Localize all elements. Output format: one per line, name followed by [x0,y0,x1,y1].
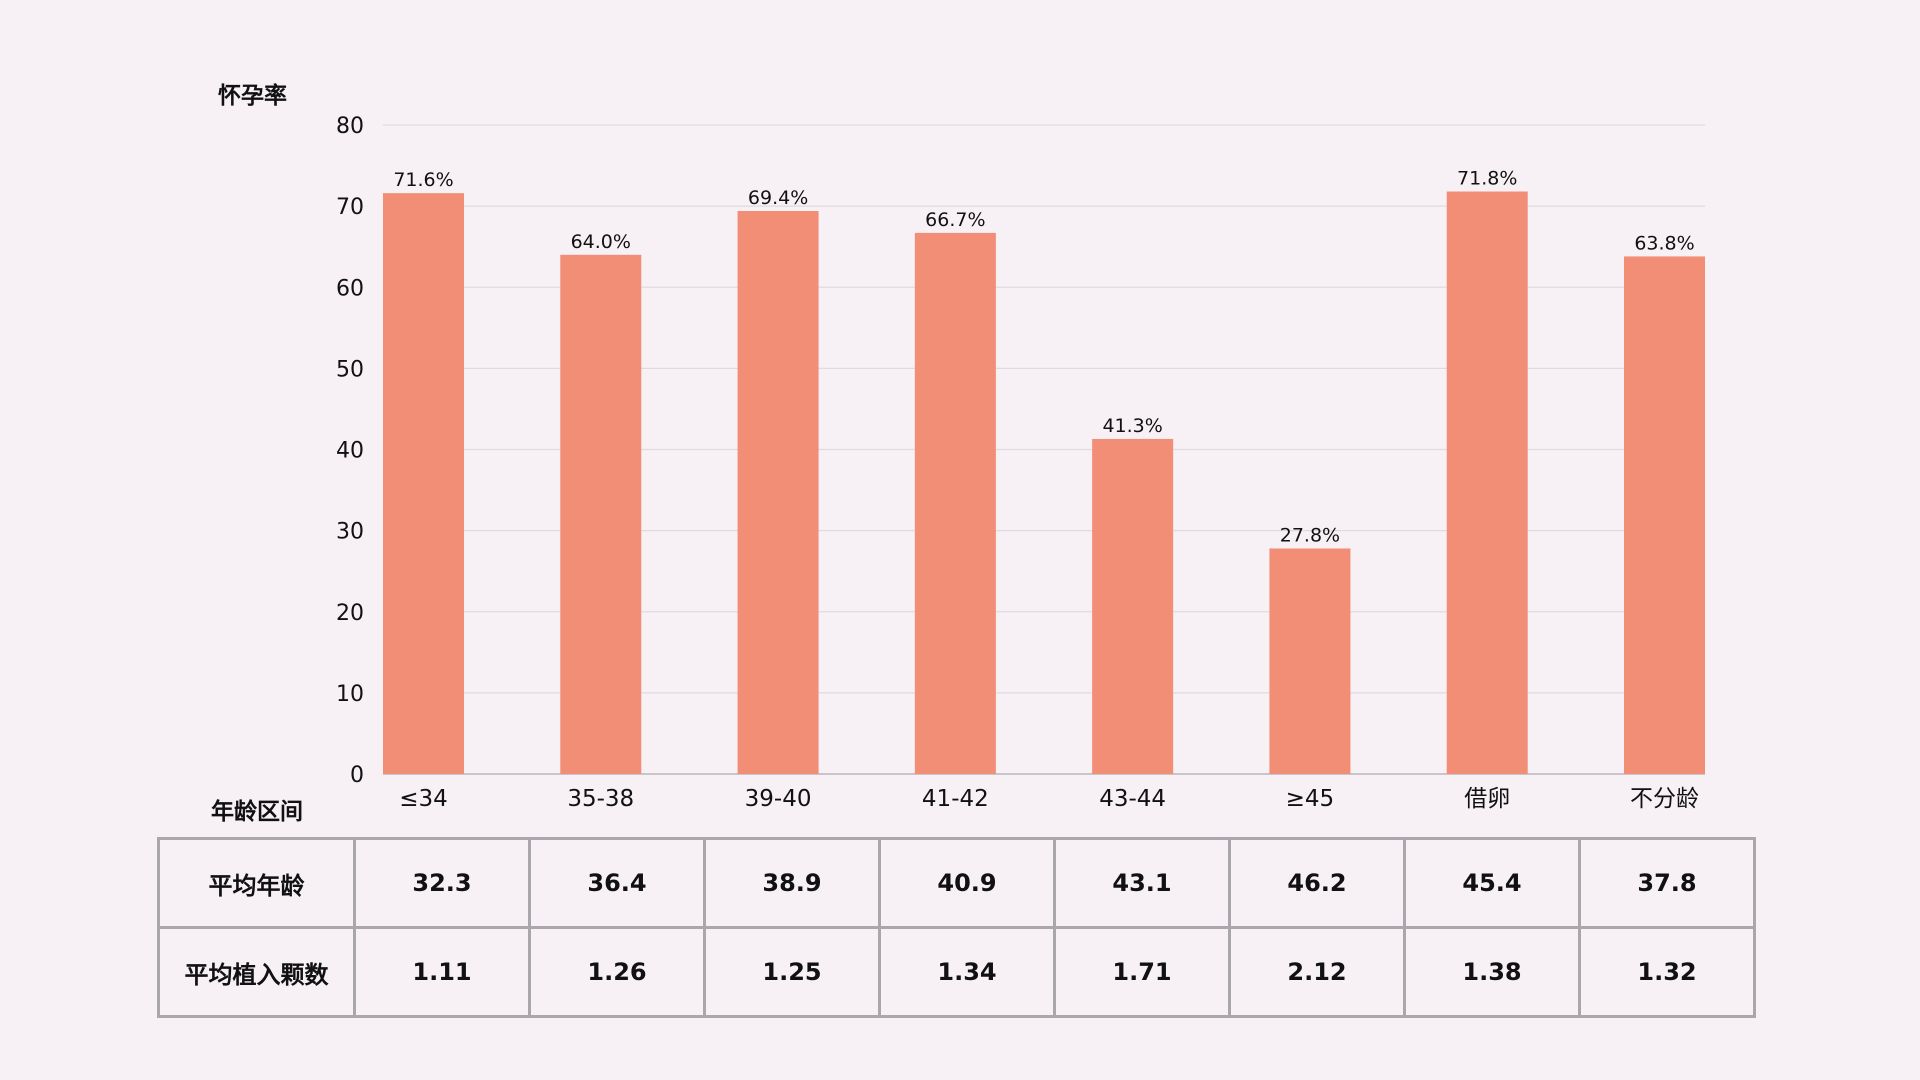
x-tick-label: 借卵 [1464,786,1510,812]
x-tick-label: 43-44 [1099,786,1166,812]
table-cell: 1.11 [353,926,531,1018]
x-tick-label: 35-38 [567,786,634,812]
bar [560,254,642,775]
data-label: 63.8% [1634,232,1694,254]
stats-table: 平均年龄 32.3 36.4 38.9 40.9 43.1 46.2 45.4 … [157,837,1756,1018]
x-tick-label: ≥45 [1286,786,1335,812]
data-label: 41.3% [1102,415,1162,437]
bar [1446,191,1528,774]
table-cell: 37.8 [1578,837,1756,929]
table-cell: 1.38 [1403,926,1581,1018]
bar [737,210,819,774]
data-label: 27.8% [1280,524,1340,546]
bars [383,191,1705,775]
table-cell: 32.3 [353,837,531,929]
row-label-avg-embryos: 平均植入颗数 [157,926,356,1018]
y-tick-label: 60 [336,276,364,301]
x-axis-ticks: ≤34 35-38 39-40 41-42 43-44 ≥45 借卵 不分龄 [399,786,1699,812]
table-cell: 1.32 [1578,926,1756,1018]
y-tick-label: 0 [350,763,364,788]
y-axis-title: 怀孕率 [218,83,287,109]
x-axis-title: 年龄区间 [211,799,303,825]
data-label: 71.6% [393,169,453,191]
x-tick-label: 不分龄 [1630,786,1699,812]
y-tick-label: 80 [336,114,364,139]
row-label-avg-age: 平均年龄 [157,837,356,929]
x-tick-label: 41-42 [922,786,989,812]
y-tick-label: 10 [336,682,364,707]
y-tick-label: 20 [336,601,364,626]
y-tick-label: 40 [336,439,364,464]
bar [1269,548,1351,774]
table-cell: 36.4 [528,837,706,929]
bar [383,193,464,774]
table-cell: 43.1 [1053,837,1231,929]
data-label: 66.7% [925,209,985,231]
table-cell: 2.12 [1228,926,1406,1018]
table-cell: 45.4 [1403,837,1581,929]
data-label: 69.4% [748,187,808,209]
bar [914,232,996,775]
table-cell: 46.2 [1228,837,1406,929]
table-cell: 40.9 [878,837,1056,929]
y-tick-label: 50 [336,357,364,382]
bar [1092,438,1174,774]
y-tick-label: 30 [336,520,364,545]
table-cell: 1.34 [878,926,1056,1018]
data-label: 71.8% [1457,168,1517,190]
data-labels: 71.6% 64.0% 69.4% 66.7% 41.3% 27.8% 71.8% 63.8% [393,168,1694,547]
table-cell: 1.26 [528,926,706,1018]
table-cell: 1.25 [703,926,881,1018]
y-tick-label: 70 [336,195,364,220]
x-tick-label: ≤34 [399,786,448,812]
bar-chart: 0 10 20 30 40 50 60 70 80 71.6% 64.0% 69.4% 66.7% 41… [336,114,1705,812]
table-row: 平均年龄 32.3 36.4 38.9 40.9 43.1 46.2 45.4 … [157,837,1756,929]
data-label: 64.0% [571,231,631,253]
table-cell: 1.71 [1053,926,1231,1018]
table-cell: 38.9 [703,837,881,929]
x-tick-label: 39-40 [745,786,812,812]
table-row: 平均植入颗数 1.11 1.26 1.25 1.34 1.71 2.12 1.3… [157,926,1756,1018]
bar [1624,256,1705,774]
y-axis-ticks: 0 10 20 30 40 50 60 70 80 [336,114,364,788]
